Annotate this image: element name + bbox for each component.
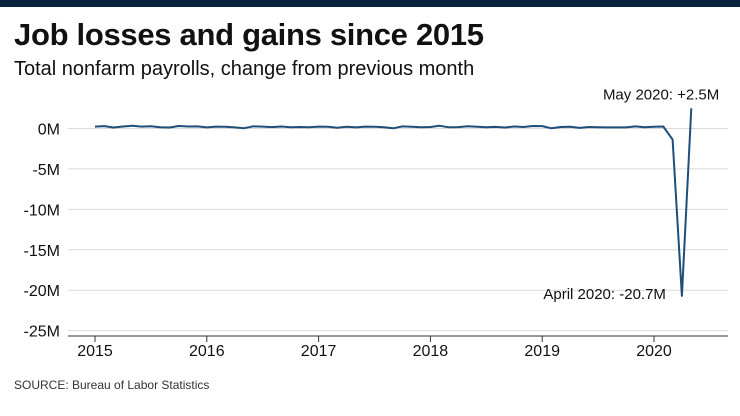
x-tick-label: 2015: [77, 343, 113, 360]
y-tick-label: -10M: [24, 202, 60, 219]
top-accent-bar: [0, 0, 740, 7]
x-tick-label: 2016: [189, 343, 225, 360]
x-tick-label: 2018: [413, 343, 449, 360]
chart-title: Job losses and gains since 2015: [14, 17, 484, 52]
annotation-label: April 2020: -20.7M: [543, 286, 666, 303]
series: [94, 108, 693, 297]
y-tick-label: -20M: [24, 283, 60, 300]
chart-subtitle: Total nonfarm payrolls, change from prev…: [14, 58, 475, 80]
x-tick-label: 2017: [301, 343, 337, 360]
y-tick-label: -15M: [24, 243, 60, 260]
x-tick-label: 2020: [636, 343, 672, 360]
annotations: May 2020: +2.5M April 2020: -20.7M: [543, 86, 719, 303]
axes: 0M -5M -10M -15M -20M -25M 2015 2016 2017 2018 201…: [24, 122, 728, 360]
annotation-label: May 2020: +2.5M: [603, 86, 719, 103]
y-tick-label: -25M: [24, 324, 60, 341]
source-note: SOURCE: Bureau of Labor Statistics: [14, 378, 210, 392]
y-tick-label: 0M: [38, 122, 60, 139]
grid-lines: [68, 128, 728, 332]
x-tick-label: 2019: [524, 343, 560, 360]
y-tick-label: -5M: [32, 162, 60, 179]
payrolls-series-line: [94, 108, 693, 297]
